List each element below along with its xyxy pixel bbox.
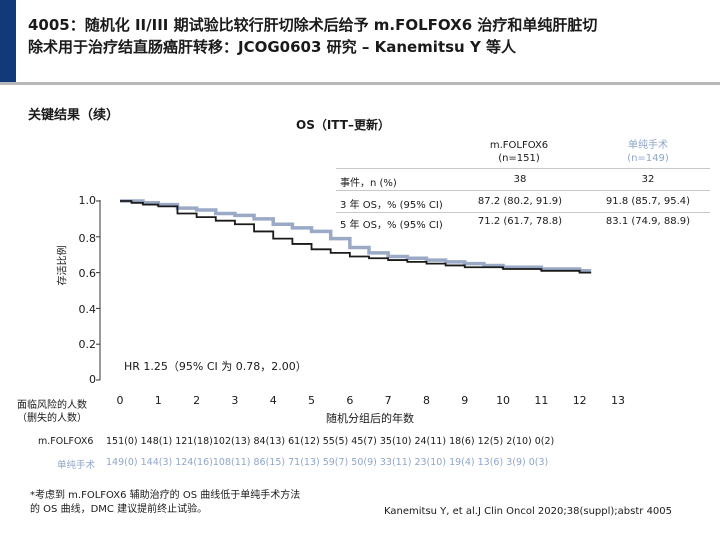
x-tick-label: 10 xyxy=(496,394,511,407)
y-tick-label: 0.8 xyxy=(78,232,97,245)
table-row-label: 5 年 OS，% (95% CI) xyxy=(340,220,443,231)
x-tick-label: 6 xyxy=(346,394,354,407)
x-tick-label: 5 xyxy=(308,394,316,407)
x-tick-label: 8 xyxy=(422,394,430,407)
x-tick-label: 4 xyxy=(269,394,277,407)
x-tick-label: 2 xyxy=(193,394,201,407)
risk-title-line-2: （删失的人数） xyxy=(17,413,87,424)
risk-row-folfox-values: 151(0) 148(1) 121(18)102(13) 84(13) 61(1… xyxy=(106,436,555,447)
y-tick-label: 0.4 xyxy=(78,303,97,316)
y-tick-label: 0.2 xyxy=(78,338,97,351)
risk-title-line-1: 面临风险的人数 xyxy=(17,400,87,411)
title-line-2: 除术用于治疗结直肠癌肝转移：JCOG0603 研究 – Kanemitsu Y … xyxy=(28,38,517,56)
y-tick-label: 1.0 xyxy=(78,194,97,207)
table-cell: 38 xyxy=(513,174,527,185)
citation: Kanemitsu Y, et al.J Clin Oncol 2020;38(… xyxy=(384,506,673,517)
table-row-label: 事件，n (%) xyxy=(340,178,397,189)
chart-title: OS（ITT–更新） xyxy=(296,118,390,132)
y-tick-label: 0 xyxy=(89,373,96,386)
x-tick-label: 13 xyxy=(611,394,625,407)
section-title: 关键结果（续） xyxy=(28,108,120,123)
accent-bar xyxy=(0,0,16,82)
table-cell: 83.1 (74.9, 88.9) xyxy=(605,216,691,227)
table-header-surgery-n: (n=149) xyxy=(627,153,669,164)
title-line-1: 4005：随机化 II/III 期试验比较行肝切除术后给予 m.FOLFOX6 … xyxy=(28,16,598,34)
table-cell: 87.2 (80.2, 91.9) xyxy=(477,196,563,207)
table-cell: 71.2 (61.7, 78.8) xyxy=(477,216,563,227)
table-row-label: 3 年 OS，% (95% CI) xyxy=(340,200,443,211)
header-divider xyxy=(0,82,720,85)
risk-table-title: 面临风险的人数 （删失的人数） xyxy=(6,399,98,425)
table-divider xyxy=(336,212,710,213)
table-divider xyxy=(336,168,710,169)
x-tick-label: 9 xyxy=(461,394,469,407)
y-tick-marks xyxy=(96,200,100,381)
footnote-line-1: *考虑到 m.FOLFOX6 辅助治疗的 OS 曲线低于单纯手术方法 xyxy=(30,490,301,501)
table-cell: 32 xyxy=(641,174,655,185)
table-header-folfox: m.FOLFOX6 (n=151) xyxy=(454,139,584,165)
x-tick-label: 1 xyxy=(154,394,162,407)
table-header-folfox-n: (n=151) xyxy=(498,153,540,164)
table-header-folfox-name: m.FOLFOX6 xyxy=(489,140,549,151)
risk-row-surgery-label: 单纯手术 xyxy=(57,460,96,471)
footnote: *考虑到 m.FOLFOX6 辅助治疗的 OS 曲线低于单纯手术方法 的 OS … xyxy=(30,489,350,517)
series-line-folfox xyxy=(120,200,592,274)
y-tick-label: 0.6 xyxy=(78,267,97,280)
hr-annotation: HR 1.25（95% CI 为 0.78，2.00） xyxy=(124,360,307,373)
x-tick-label: 0 xyxy=(116,394,124,407)
risk-row-surgery-values: 149(0) 144(3) 124(16)108(11) 86(15) 71(1… xyxy=(106,457,549,468)
series-line-surgery xyxy=(120,199,592,273)
header-bar: 4005：随机化 II/III 期试验比较行肝切除术后给予 m.FOLFOX6 … xyxy=(0,0,720,82)
page-title: 4005：随机化 II/III 期试验比较行肝切除术后给予 m.FOLFOX6 … xyxy=(28,14,708,58)
x-axis-label: 随机分组后的年数 xyxy=(326,412,414,425)
x-tick-label: 3 xyxy=(231,394,239,407)
table-header-surgery-name: 单纯手术 xyxy=(628,140,668,151)
x-tick-label: 7 xyxy=(384,394,392,407)
table-header-surgery: 单纯手术 (n=149) xyxy=(588,139,708,165)
x-tick-label: 11 xyxy=(534,394,549,407)
risk-row-folfox-label: m.FOLFOX6 xyxy=(38,436,94,447)
table-divider xyxy=(336,190,710,191)
footnote-line-2: 的 OS 曲线，DMC 建议提前终止试验。 xyxy=(30,504,208,515)
table-cell: 91.8 (85.7, 95.4) xyxy=(605,196,691,207)
x-tick-label: 12 xyxy=(572,394,587,407)
